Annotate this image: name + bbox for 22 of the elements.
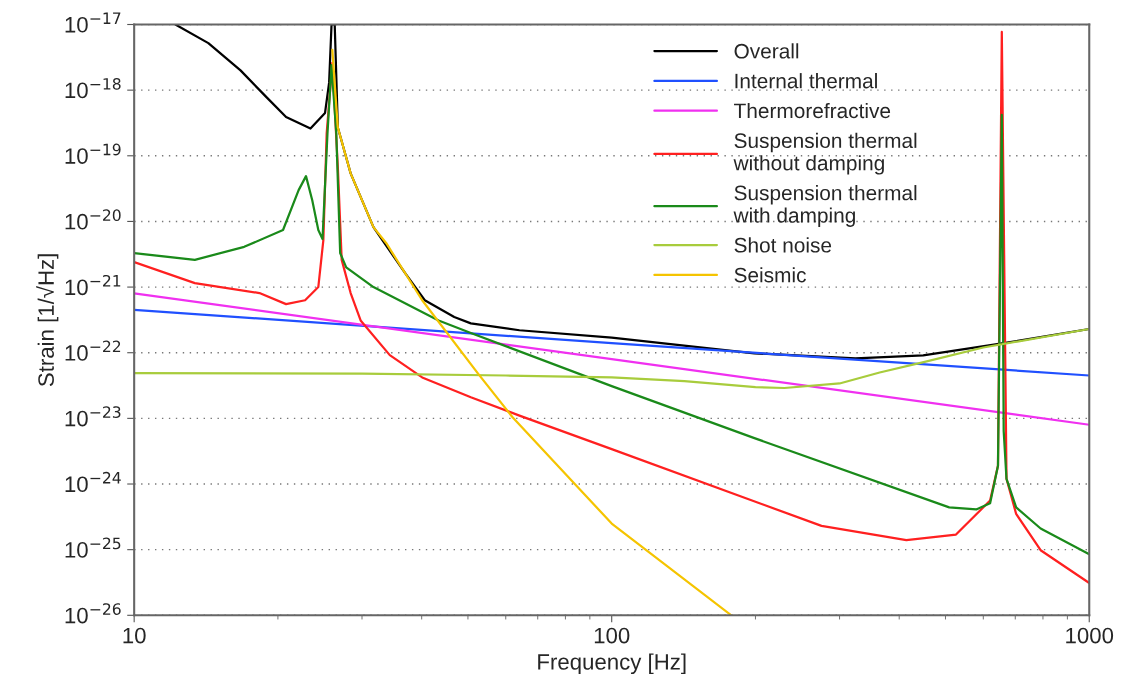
y-tick-label: 10$^{−21}$ (65, 274, 121, 296)
legend-label: Shot noise (734, 237, 832, 253)
legend-label: Overall (734, 43, 799, 59)
y-tick-label: 10$^{−18}$ (65, 77, 121, 99)
y-tick-label: 10$^{−22}$ (65, 340, 121, 361)
y-tick-label: 10$^{−20}$ (65, 209, 121, 230)
x-tick-label: 1000 (1066, 627, 1114, 644)
y-tick-label: 10$^{−19}$ (65, 143, 121, 164)
x-axis-title: Frequency [Hz] (538, 653, 686, 675)
y-tick-label: 10$^{−17}$ (65, 12, 121, 33)
legend-label: Thermorefractive (734, 102, 891, 119)
x-tick-label: 100 (594, 627, 630, 644)
y-tick-label: 10$^{−23}$ (65, 406, 121, 427)
x-tick-label: 10 (123, 627, 146, 644)
legend-label: Suspension thermal with damping (733, 185, 917, 227)
legend-label: Seismic (734, 267, 806, 283)
y-tick-label: 10$^{−25}$ (65, 537, 121, 558)
legend-label: Suspension thermal without damping (733, 132, 917, 175)
legend-label: Internal thermal (735, 73, 877, 89)
y-axis-title: Strain [1/√Hz] (36, 254, 59, 387)
y-tick-label: 10$^{−26}$ (65, 603, 121, 624)
y-tick-label: 10$^{−24}$ (65, 471, 121, 493)
